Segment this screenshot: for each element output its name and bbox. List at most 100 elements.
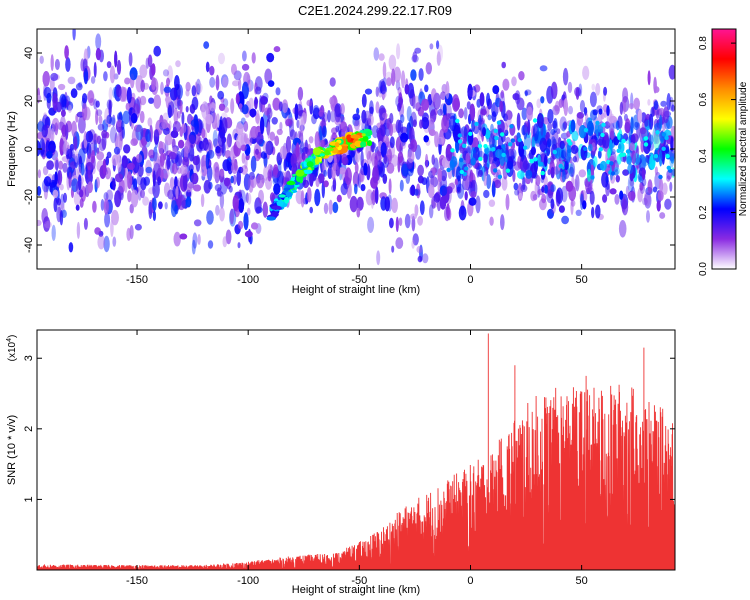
- spectrogram-ridge-cell: [361, 133, 366, 137]
- spectrogram-cell: [134, 223, 142, 231]
- spectrogram-cell: [400, 114, 405, 124]
- spectrogram-cell: [275, 87, 281, 96]
- spectrogram-cell: [68, 242, 74, 253]
- spectrogram-cell: [322, 125, 327, 138]
- spectrogram-cell: [604, 121, 611, 129]
- spectrogram-cell: [617, 132, 621, 140]
- spectrogram-hotspot: [505, 168, 511, 173]
- spectrogram-cell: [123, 175, 128, 193]
- spectrogram-hotspot: [609, 161, 614, 166]
- spectrogram-cell: [308, 136, 314, 144]
- spectrogram-cell: [570, 199, 576, 207]
- spectrogram-cell: [65, 57, 71, 72]
- spectrogram-hotspot: [558, 163, 563, 169]
- spectrogram-hotspot: [583, 127, 589, 133]
- spectrogram-hotspot: [595, 120, 600, 126]
- spectrogram-ridge-cell: [360, 141, 367, 148]
- spectrogram-cell: [59, 183, 64, 191]
- spectrogram-cell: [273, 164, 279, 176]
- spectrogram-cell: [663, 106, 669, 124]
- spectrogram-cell: [606, 105, 610, 117]
- spectrogram-cell: [90, 76, 96, 84]
- spectrogram-cell: [108, 87, 113, 101]
- spectrogram-cell: [294, 103, 299, 121]
- spectrogram-cell: [258, 189, 264, 204]
- spectrogram-cell: [164, 134, 173, 146]
- spectrogram-cell: [477, 129, 482, 141]
- spectrogram-cell: [518, 140, 525, 158]
- spectrogram-cell: [97, 123, 105, 131]
- spectrogram-cell: [189, 131, 197, 145]
- spectrogram-cell: [182, 173, 188, 191]
- spectrogram-cell: [518, 71, 525, 81]
- spectrogram-cell: [550, 129, 556, 135]
- spectrogram-cell: [568, 105, 573, 115]
- spectrogram-cell: [507, 148, 515, 163]
- spectrogram-cell: [163, 86, 172, 94]
- spectrogram-cell: [255, 148, 259, 155]
- spectrogram-cell: [95, 108, 99, 126]
- spectrogram-cell: [575, 174, 580, 192]
- spectrogram-cell: [117, 112, 123, 122]
- spectrogram-cell: [668, 64, 675, 80]
- spectrogram-cell: [521, 107, 528, 121]
- spectrogram-cell: [354, 162, 359, 174]
- spectrogram-cell: [350, 149, 354, 158]
- spectrogram-cell: [251, 52, 256, 64]
- spectrogram-cell: [614, 194, 620, 205]
- spectrogram-cell: [113, 146, 121, 155]
- spectrogram-cell: [148, 201, 153, 219]
- spectrogram-cell: [250, 155, 257, 173]
- spectrogram-cell: [479, 92, 485, 107]
- spectrogram-cell: [617, 115, 623, 129]
- spectrogram-cell: [559, 116, 567, 131]
- spectrogram-cell: [417, 215, 423, 226]
- spectrogram-cell: [563, 145, 568, 158]
- spectrogram-cell: [96, 135, 102, 145]
- spectrogram-cell: [133, 178, 138, 192]
- spectrogram-cell: [230, 98, 235, 114]
- spectrogram-cell: [229, 208, 234, 225]
- spectrogram-cell: [354, 150, 361, 163]
- spectrogram-cell: [578, 125, 587, 139]
- spectrogram-cell: [489, 216, 494, 226]
- spectrogram-cell: [561, 122, 566, 132]
- spectrogram-cell: [61, 109, 66, 117]
- spectrogram-hotspot: [523, 145, 528, 150]
- spectrogram-cell: [50, 72, 59, 82]
- spectrogram-cell: [152, 197, 157, 212]
- spectrogram-cell: [502, 78, 510, 91]
- spectrogram-cell: [329, 96, 335, 105]
- spectrogram-cell: [44, 220, 52, 229]
- spectrogram-cell: [399, 179, 404, 192]
- spectrogram-hotspot: [500, 132, 505, 137]
- spectrogram-cell: [77, 174, 82, 191]
- spectrogram-cell: [578, 83, 583, 97]
- spectrogram-cell: [152, 210, 156, 221]
- spectrogram-cell: [222, 236, 228, 248]
- spectrogram-cell: [191, 239, 196, 255]
- spectrogram-cell: [539, 198, 547, 211]
- spectrogram-cell: [458, 205, 467, 221]
- spectrogram-cell: [551, 130, 559, 146]
- spectrogram-cell: [118, 179, 126, 194]
- spectrogram-cell: [148, 149, 155, 159]
- spectrogram-cell: [505, 193, 510, 211]
- colorbar-tick-label: 0.4: [698, 149, 709, 163]
- spectrogram-cell: [586, 120, 594, 136]
- spectrogram-cell: [93, 139, 98, 156]
- spectrogram-cell: [449, 160, 455, 171]
- spectrogram-cell: [466, 101, 471, 110]
- spectrogram-hotspot: [590, 175, 595, 180]
- spectrogram-cell: [644, 189, 651, 207]
- spectrogram-ridge-cell: [283, 187, 291, 191]
- spectrogram-cell: [246, 207, 251, 216]
- spectrogram-cell: [238, 198, 245, 213]
- spectrogram-cell: [153, 154, 159, 172]
- spectrogram-cell: [470, 157, 476, 166]
- spectrogram-cell: [356, 207, 361, 218]
- spectrogram-cell: [145, 166, 153, 174]
- spectrogram-cell: [309, 206, 314, 214]
- spectrogram-cell: [418, 68, 424, 81]
- spectrogram-cell: [255, 109, 260, 125]
